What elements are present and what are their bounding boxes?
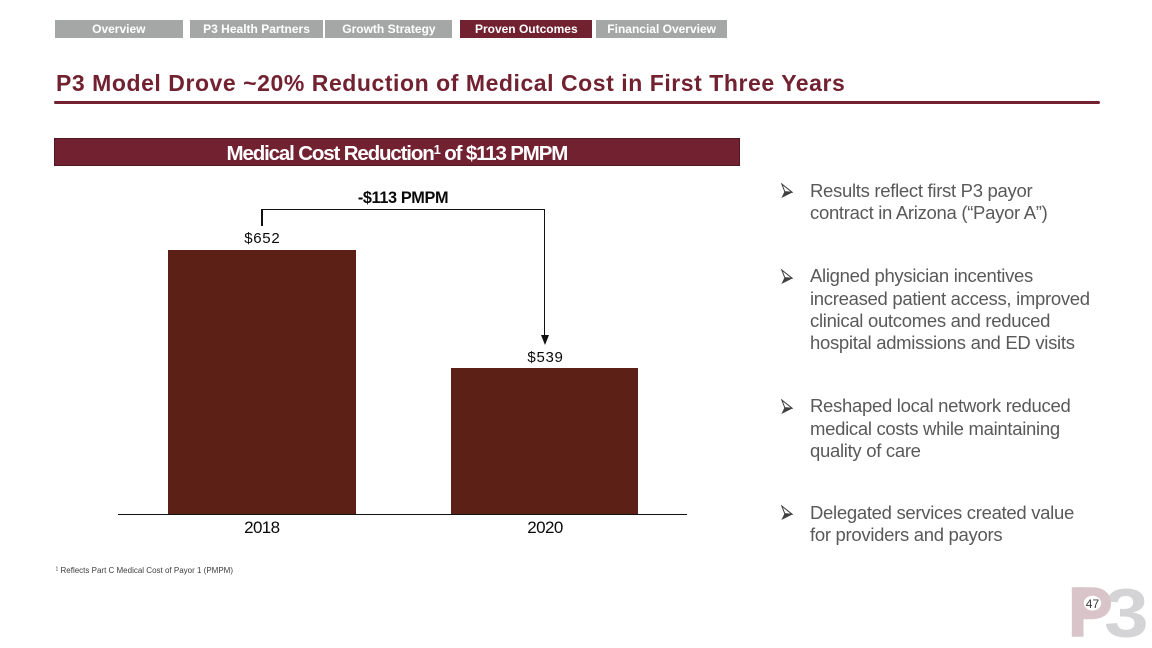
svg-text:3: 3 xyxy=(1104,580,1149,648)
